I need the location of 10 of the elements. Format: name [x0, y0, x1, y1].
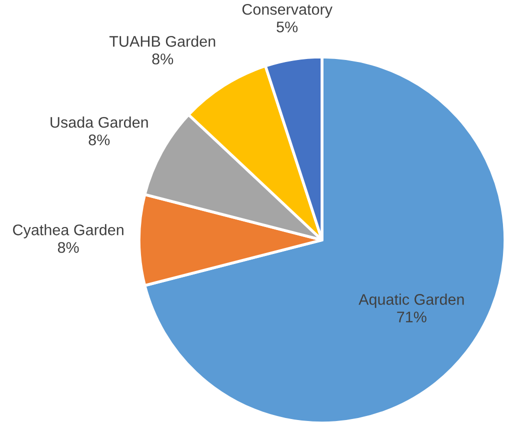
slice-label: Usada Garden: [50, 116, 148, 128]
data-label: 71%: [397, 312, 426, 322]
data-label: 5%: [276, 22, 298, 32]
slice-label: TUAHB Garden: [109, 36, 216, 47]
data-label: 8%: [152, 54, 174, 64]
slice-label: Aquatic Garden: [358, 294, 464, 308]
slice-label: Cyathea Garden: [13, 224, 124, 238]
data-label: 8%: [88, 134, 110, 146]
data-label: 8%: [58, 242, 79, 253]
slice-label: Conservatory: [242, 4, 332, 18]
